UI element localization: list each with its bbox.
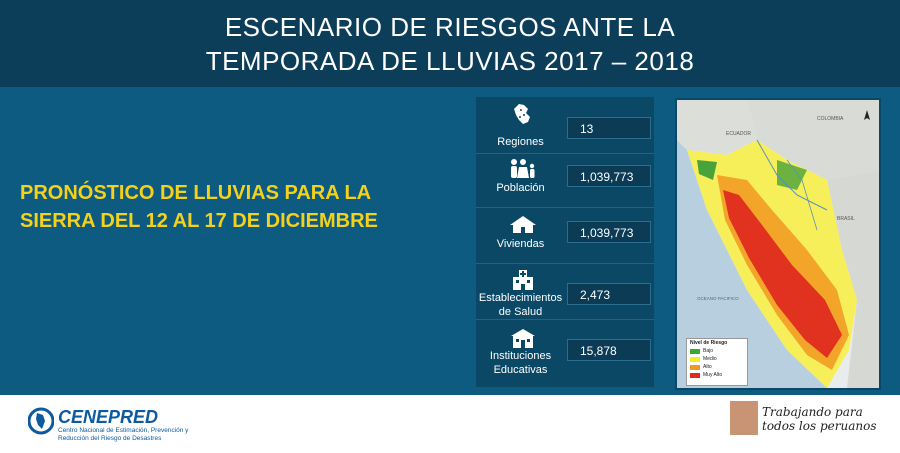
slogan-line2: todos los peruanos <box>762 419 877 433</box>
portrait-image <box>730 401 758 435</box>
stat-value: 2,473 <box>567 283 651 305</box>
page-title-line1: ESCENARIO DE RIESGOS ANTE LA <box>224 12 676 42</box>
map-label-ocean: OCEANO PACIFICO <box>697 296 739 301</box>
risk-legend: Nivel de Riesgo Bajo Medio Alto Muy Alto <box>686 338 748 386</box>
stat-label-line2: de Salud <box>498 306 543 318</box>
stat-salud: Establecimientos de Salud 2,473 <box>476 265 654 320</box>
hospital-icon <box>513 270 533 290</box>
legend-swatch-bajo <box>690 348 700 354</box>
school-icon <box>511 329 535 348</box>
forecast-subtitle-line1: PRONÓSTICO DE LLUVIAS PARA LA <box>20 182 372 204</box>
stat-label: Regiones <box>497 136 544 148</box>
stat-label-line1: Establecimientos <box>478 292 563 304</box>
legend-label: Bajo <box>703 348 714 354</box>
map-label-brasil: BRASIL <box>837 216 855 222</box>
legend-swatch-medio <box>690 356 700 362</box>
legend-item: Medio <box>687 355 747 363</box>
stats-panel: Regiones 13 Población 1,039,773 Vivienda… <box>476 97 654 387</box>
legend-label: Alto <box>703 364 712 370</box>
stat-value: 13 <box>567 117 651 139</box>
legend-item: Muy Alto <box>687 371 747 379</box>
stat-viviendas: Viviendas 1,039,773 <box>476 209 654 264</box>
forecast-subtitle-line2: SIERRA DEL 12 AL 17 DE DICIEMBRE <box>20 210 378 232</box>
stat-label: Viviendas <box>496 238 545 250</box>
stat-label: Población <box>496 182 545 194</box>
footer-bar: CENEPRED Centro Nacional de Estimación, … <box>0 392 900 453</box>
legend-label: Muy Alto <box>703 372 723 378</box>
legend-title: Nivel de Riesgo <box>690 340 728 346</box>
slogan-text: Trabajando para todos los peruanos <box>762 405 892 433</box>
page-title-line2: TEMPORADA DE LLUVIAS 2017 – 2018 <box>205 46 695 76</box>
legend-swatch-alto <box>690 364 700 370</box>
header-banner: ESCENARIO DE RIESGOS ANTE LA TEMPORADA D… <box>0 0 900 87</box>
stat-value: 15,878 <box>567 339 651 361</box>
forecast-subtitle: PRONÓSTICO DE LLUVIAS PARA LA SIERRA DEL… <box>20 179 440 235</box>
map-label-ecuador: ECUADOR <box>726 131 751 137</box>
org-subtitle: Centro Nacional de Estimación, Prevenció… <box>58 427 189 442</box>
legend-label: Medio <box>703 356 717 362</box>
legend-item: Bajo <box>687 347 747 355</box>
map-label-colombia: COLOMBIA <box>817 116 844 122</box>
stat-value: 1,039,773 <box>567 165 651 187</box>
slogan-line1: Trabajando para <box>762 405 863 419</box>
stat-value: 1,039,773 <box>567 221 651 243</box>
stat-label-line2: Educativas <box>493 364 548 376</box>
peru-map-icon <box>514 104 530 124</box>
stat-regiones: Regiones 13 <box>476 99 654 154</box>
house-icon <box>510 216 536 233</box>
peru-risk-map-image: ECUADOR COLOMBIA BRASIL OCEANO PACIFICO <box>677 100 879 388</box>
cenepred-emblem-icon <box>28 407 54 435</box>
stat-label-line1: Instituciones <box>489 350 552 362</box>
org-name: CENEPRED <box>58 407 159 427</box>
legend-item: Alto <box>687 363 747 371</box>
legend-swatch-muy-alto <box>690 372 700 378</box>
stat-poblacion: Población 1,039,773 <box>476 153 654 208</box>
stat-educativas: Instituciones Educativas 15,878 <box>476 323 654 377</box>
family-icon <box>511 159 535 178</box>
risk-map: ECUADOR COLOMBIA BRASIL OCEANO PACIFICO … <box>675 98 881 390</box>
